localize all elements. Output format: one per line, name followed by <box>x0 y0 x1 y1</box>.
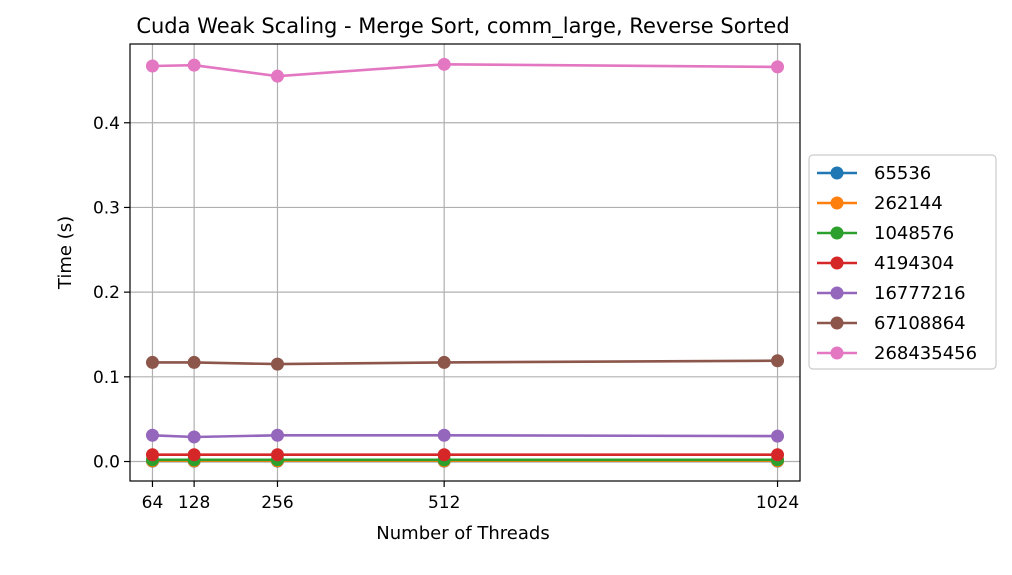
legend-item: 268435456 <box>817 343 977 364</box>
y-tick-label: 0.3 <box>93 198 120 218</box>
legend-item: 65536 <box>817 163 931 184</box>
legend-marker <box>830 196 844 210</box>
legend-item: 67108864 <box>817 313 966 334</box>
legend-box <box>808 154 997 370</box>
data-point <box>187 58 201 72</box>
grid <box>130 44 800 481</box>
legend-label: 268435456 <box>874 343 977 364</box>
data-point <box>771 60 785 74</box>
series-4194304 <box>145 448 785 462</box>
y-tick-label: 0.0 <box>93 453 120 473</box>
legend-label: 262144 <box>874 193 943 214</box>
x-tick-label: 128 <box>178 493 210 513</box>
x-tick-label: 256 <box>261 493 293 513</box>
data-point <box>145 59 159 73</box>
legend-label: 65536 <box>874 163 931 184</box>
series-line <box>152 359 778 366</box>
axis-ticks: 64 128 256 512 1024 0.0 0.1 0.2 0.3 0.4 <box>93 114 799 513</box>
legend-marker <box>830 226 844 240</box>
data-point <box>437 448 451 462</box>
data-point <box>270 428 284 442</box>
data-point <box>145 355 159 369</box>
data-point <box>187 448 201 462</box>
series-group <box>145 57 785 468</box>
data-point <box>145 428 159 442</box>
legend-item: 262144 <box>817 193 943 214</box>
legend-marker <box>830 346 844 360</box>
series-line <box>152 62 778 78</box>
legend-label: 1048576 <box>874 223 954 244</box>
chart-title: Cuda Weak Scaling - Merge Sort, comm_lar… <box>136 14 789 39</box>
y-tick-label: 0.1 <box>93 368 120 388</box>
data-point <box>437 57 451 71</box>
series-67108864 <box>145 354 785 371</box>
data-point <box>187 430 201 444</box>
data-point <box>270 448 284 462</box>
data-point <box>437 428 451 442</box>
data-point <box>771 448 785 462</box>
legend-item: 1048576 <box>817 223 954 244</box>
data-point <box>187 355 201 369</box>
data-point <box>771 429 785 443</box>
data-point <box>270 357 284 371</box>
x-tick-label: 1024 <box>756 493 799 513</box>
data-point <box>270 69 284 83</box>
x-tick-label: 512 <box>428 493 460 513</box>
data-point <box>771 354 785 368</box>
legend-label: 67108864 <box>874 313 966 334</box>
legend-marker <box>830 256 844 270</box>
legend-marker <box>830 286 844 300</box>
series-line <box>152 433 778 439</box>
legend-label: 16777216 <box>874 283 966 304</box>
x-axis-label: Number of Threads <box>376 523 549 544</box>
legend-label: 4194304 <box>874 253 954 274</box>
y-tick-label: 0.4 <box>93 114 120 134</box>
data-point <box>437 355 451 369</box>
x-tick-label: 64 <box>142 493 164 513</box>
y-axis-label: Time (s) <box>55 216 76 290</box>
y-tick-label: 0.2 <box>93 283 120 303</box>
plot-area-frame <box>129 43 801 482</box>
legend: 65536 262144 1048576 4194304 16777216 6710886… <box>808 154 997 370</box>
data-point <box>145 448 159 462</box>
legend-marker <box>830 166 844 180</box>
series-268435456 <box>145 57 785 83</box>
legend-marker <box>830 316 844 330</box>
legend-item: 4194304 <box>817 253 954 274</box>
series-16777216 <box>145 428 785 444</box>
legend-item: 16777216 <box>817 283 966 304</box>
